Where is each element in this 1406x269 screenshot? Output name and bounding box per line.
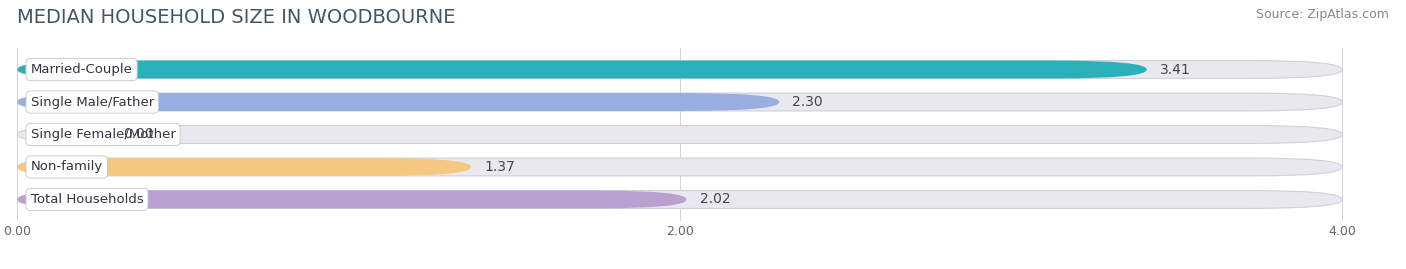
FancyBboxPatch shape [17,190,686,208]
FancyBboxPatch shape [17,126,1343,143]
FancyBboxPatch shape [17,158,1343,176]
Text: 2.02: 2.02 [700,192,730,207]
Text: 2.30: 2.30 [793,95,823,109]
Text: Source: ZipAtlas.com: Source: ZipAtlas.com [1256,8,1389,21]
Text: Total Households: Total Households [31,193,143,206]
FancyBboxPatch shape [17,93,1343,111]
Text: 3.41: 3.41 [1160,62,1191,77]
FancyBboxPatch shape [17,61,1343,79]
FancyBboxPatch shape [17,93,779,111]
FancyBboxPatch shape [17,61,1147,79]
Text: Non-family: Non-family [31,161,103,174]
Text: 1.37: 1.37 [485,160,515,174]
FancyBboxPatch shape [17,158,471,176]
Text: MEDIAN HOUSEHOLD SIZE IN WOODBOURNE: MEDIAN HOUSEHOLD SIZE IN WOODBOURNE [17,8,456,27]
FancyBboxPatch shape [17,190,1343,208]
Text: 0.00: 0.00 [124,128,155,141]
Text: Single Female/Mother: Single Female/Mother [31,128,176,141]
Text: Single Male/Father: Single Male/Father [31,95,153,108]
Text: Married-Couple: Married-Couple [31,63,132,76]
